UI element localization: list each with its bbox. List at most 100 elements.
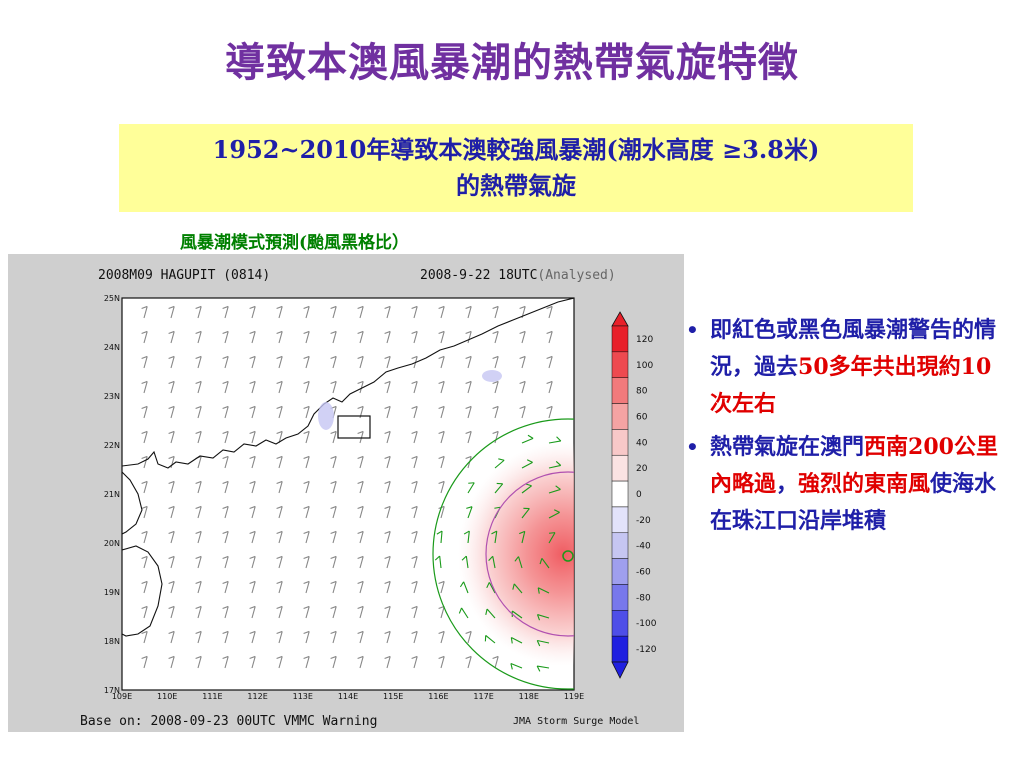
- wind-barb: [521, 406, 526, 419]
- bullet-item-2: • 熱帶氣旋在澳門西南200公里內略過，強烈的東南風使海水在珠江口沿岸堆積: [684, 429, 1004, 540]
- wind-barb: [467, 331, 472, 344]
- wind-barb-flag: [276, 455, 283, 460]
- wind-barb-flag: [222, 405, 229, 410]
- wind-barb-flag: [195, 630, 202, 635]
- map-footer-right: JMA Storm Surge Model: [513, 716, 640, 727]
- wind-barb: [386, 306, 391, 319]
- wind-barb: [332, 581, 337, 594]
- wind-barb-flag: [222, 505, 229, 510]
- wind-barb: [170, 556, 175, 569]
- wind-barb: [332, 556, 337, 569]
- colorbar-cell: [611, 454, 629, 482]
- wind-barb: [170, 506, 175, 519]
- wind-barb: [413, 556, 418, 569]
- wind-barb: [548, 381, 553, 394]
- map-header-status: (Analysed): [537, 268, 616, 283]
- wind-barb-flag: [536, 640, 541, 647]
- wind-barb: [467, 531, 470, 544]
- wind-barb: [486, 608, 496, 619]
- wind-barb: [305, 556, 310, 569]
- wind-barb: [251, 456, 256, 469]
- wind-barb-flag: [438, 655, 445, 660]
- wind-barb-flag: [556, 436, 562, 442]
- latitude-labels: 25N 24N 23N 22N 21N 20N 19N 18N 17N: [104, 294, 120, 695]
- wind-barb: [143, 531, 148, 544]
- wind-barb: [517, 556, 523, 569]
- wind-barb-flag: [168, 405, 175, 410]
- hainan-coast: [122, 545, 163, 637]
- wind-barb-flag: [357, 480, 364, 485]
- wind-barb: [251, 331, 256, 344]
- wind-barb: [413, 581, 418, 594]
- map-header-time: 2008-9-22 18UTC: [420, 268, 538, 283]
- wind-barb-flag: [438, 305, 445, 310]
- wind-barb: [197, 406, 202, 419]
- wind-barb: [413, 506, 418, 519]
- wind-barb-flag: [195, 380, 202, 385]
- colorbar-label: 20: [636, 464, 648, 474]
- wind-barb-flag: [546, 305, 553, 310]
- longitude-label: 115E: [383, 692, 403, 701]
- wind-barb-flag: [141, 505, 148, 510]
- wind-barb-flag: [141, 630, 148, 635]
- wind-barb-flag: [438, 355, 445, 360]
- wind-barb: [224, 631, 229, 644]
- wind-barb-flag: [411, 580, 418, 585]
- surge-low-region-2: [482, 370, 502, 382]
- wind-barb-flag: [411, 330, 418, 335]
- wind-barb: [197, 606, 202, 619]
- wind-barb-flag: [357, 505, 364, 510]
- wind-barb: [278, 531, 283, 544]
- wind-barb: [143, 481, 148, 494]
- wind-barb: [251, 406, 256, 419]
- wind-barb: [413, 406, 418, 419]
- wind-barb-flag: [458, 607, 463, 614]
- bullet-2-highlight-a: 西南200公里內略過: [710, 434, 998, 497]
- wind-barb-flag: [249, 555, 256, 560]
- wind-barb: [386, 606, 391, 619]
- wind-barb: [386, 531, 391, 544]
- wind-barb: [548, 532, 556, 544]
- wind-barb-flag: [276, 530, 283, 535]
- wind-barb-flag: [249, 430, 256, 435]
- wind-barb: [305, 606, 310, 619]
- wind-barb-flag: [195, 330, 202, 335]
- wind-barb-flag: [303, 580, 310, 585]
- wind-barb: [513, 583, 523, 594]
- wind-barb-flag: [276, 555, 283, 560]
- wind-barb-flag: [465, 455, 472, 460]
- latitude-label: 25N: [104, 294, 120, 303]
- wind-barb: [332, 331, 337, 344]
- wind-barb: [541, 558, 550, 569]
- wind-barb: [305, 331, 310, 344]
- colorbar-cell: [611, 377, 629, 404]
- wind-barb-flag: [384, 630, 391, 635]
- wind-barb: [440, 481, 445, 494]
- wind-barb-flag: [168, 630, 175, 635]
- longitude-label: 110E: [157, 692, 177, 701]
- wind-barb-flag: [141, 580, 148, 585]
- wind-barb-flag: [330, 380, 337, 385]
- wind-barb-flag: [519, 530, 526, 535]
- wind-barb-flag: [276, 605, 283, 610]
- longitude-label: 111E: [202, 692, 222, 701]
- wind-barb: [143, 356, 148, 369]
- wind-barb-flag: [330, 530, 337, 535]
- wind-barb-flag: [222, 605, 229, 610]
- wind-barb-flag: [357, 380, 364, 385]
- wind-barb-flag: [492, 655, 499, 660]
- wind-barb-flag: [492, 355, 499, 360]
- wind-barb: [224, 381, 229, 394]
- wind-barb-flag: [168, 330, 175, 335]
- wind-barb: [494, 356, 499, 369]
- wind-barb-flag: [330, 580, 337, 585]
- wind-barb-flag: [546, 405, 553, 410]
- wind-barb: [440, 331, 445, 344]
- wind-barb-flag: [459, 581, 465, 588]
- wind-barb-flag: [141, 455, 148, 460]
- wind-barb-flag: [357, 630, 364, 635]
- wind-barb-flag: [536, 614, 541, 621]
- wind-barb: [251, 581, 256, 594]
- wind-barb-flag: [141, 305, 148, 310]
- wind-barb: [413, 481, 418, 494]
